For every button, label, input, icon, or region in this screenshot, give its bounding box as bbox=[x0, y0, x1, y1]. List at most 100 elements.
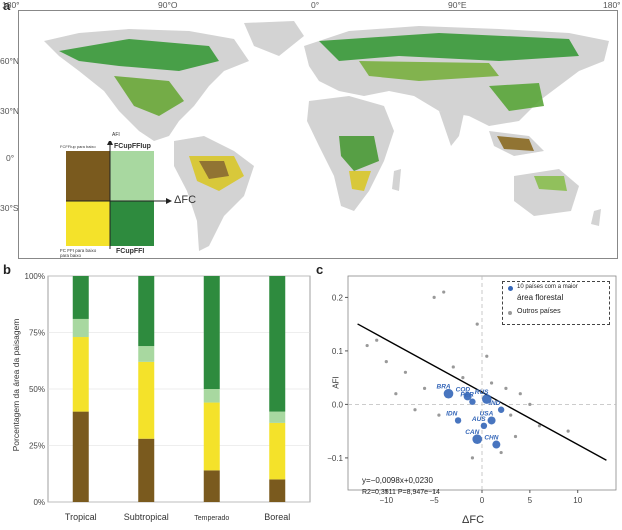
map-canvas bbox=[44, 21, 609, 251]
bar-ytick: 25% bbox=[29, 442, 45, 451]
lon-tick: 180° bbox=[2, 0, 20, 10]
scatter-xtick: 0 bbox=[480, 496, 485, 505]
country-label: AUS bbox=[471, 416, 486, 423]
country-label: RUS bbox=[475, 389, 489, 396]
bar-segment-temperado-0 bbox=[203, 470, 220, 502]
quadrant-brown bbox=[66, 151, 110, 201]
bar-segment-subtropical-2 bbox=[138, 346, 155, 362]
bar-segment-subtropical-3 bbox=[138, 276, 155, 347]
scatter-xlabel: ΔFC bbox=[462, 514, 485, 526]
lon-tick: 90°E bbox=[448, 0, 467, 10]
regression-line bbox=[357, 323, 607, 461]
other-country-point bbox=[509, 413, 513, 417]
country-label: BRA bbox=[437, 384, 451, 391]
lat-tick: 60°N bbox=[0, 56, 19, 66]
legend-y-arrow bbox=[107, 141, 113, 145]
bar-segment-temperado-3 bbox=[203, 276, 220, 389]
lat-tick: 30°N bbox=[0, 106, 19, 116]
siberia-mixed bbox=[359, 61, 499, 81]
na-mixed bbox=[114, 76, 184, 116]
other-country-point bbox=[470, 456, 475, 460]
bar-category-label: Tropical bbox=[65, 512, 97, 522]
country-label: IDN bbox=[446, 410, 458, 417]
legend-other-marker bbox=[508, 311, 512, 315]
other-country-point bbox=[566, 429, 570, 433]
top-country-point bbox=[463, 392, 472, 401]
bar-segment-subtropical-0 bbox=[138, 438, 155, 502]
scatter-xtick: −5 bbox=[430, 496, 440, 505]
bar-segment-tropical-0 bbox=[72, 411, 89, 502]
scatter-ytick: 0.2 bbox=[332, 293, 344, 302]
country-label: CAN bbox=[465, 429, 479, 436]
scatter-xtick: 5 bbox=[528, 496, 533, 505]
other-country-point bbox=[513, 434, 518, 439]
bar-segment-boreal-3 bbox=[269, 276, 286, 412]
top-country-point bbox=[492, 440, 501, 449]
bar-segment-temperado-1 bbox=[203, 402, 220, 471]
other-country-point bbox=[365, 343, 369, 348]
bar-ytick: 0% bbox=[33, 498, 45, 507]
bar-segment-boreal-0 bbox=[269, 479, 286, 502]
other-country-point bbox=[384, 360, 388, 364]
legend-top-label: 10 países com a maior bbox=[517, 284, 578, 290]
forest-change-overlay bbox=[59, 33, 579, 191]
other-country-point bbox=[537, 424, 542, 428]
scatter-chart: −10 −5 0 5 10 −0.1 0.0 0.1 0.2 BRA COD RUS USA IDN IND… bbox=[327, 275, 617, 505]
bar-segment-tropical-2 bbox=[72, 318, 89, 338]
top-country-point bbox=[481, 394, 492, 404]
legend-quadrants bbox=[66, 141, 172, 249]
top-country-point bbox=[472, 434, 483, 444]
bar-ytick: 75% bbox=[29, 329, 45, 338]
other-country-point bbox=[475, 322, 479, 326]
legend-x-label: ΔFC bbox=[174, 194, 197, 206]
bar-category-label: Temperado bbox=[194, 515, 229, 522]
other-country-point bbox=[528, 402, 532, 406]
top-country-point bbox=[469, 398, 476, 405]
other-country-point bbox=[489, 381, 494, 385]
stacked-bar-chart: 0% 25% 50% 75% 100% Tropical Subtropical Temper… bbox=[25, 272, 311, 522]
map-legend: AFI FCFFIup para baixo FCupFFIup ΔFC FC … bbox=[60, 132, 197, 258]
top-country-point bbox=[497, 406, 505, 413]
bar-segment-tropical-1 bbox=[72, 337, 89, 412]
bar-ylabel: Porcentagem da área da paisagem bbox=[11, 318, 21, 452]
other-country-point bbox=[413, 408, 417, 412]
boreal-eu-green bbox=[319, 33, 579, 61]
africa-yellow bbox=[349, 171, 371, 191]
quadrant-dark-green bbox=[110, 201, 154, 246]
legend-y-label: AFI bbox=[112, 132, 120, 138]
fit-equation: y=−0,0098x+0,0230 bbox=[362, 476, 433, 485]
panel-letter-c: c bbox=[316, 262, 324, 277]
bar-category-label: Subtropical bbox=[124, 512, 169, 522]
country-label: CHN bbox=[484, 435, 498, 442]
other-country-point bbox=[437, 413, 441, 417]
country-label: USA bbox=[480, 410, 494, 417]
land-madagascar bbox=[392, 169, 401, 191]
panel-letter-a: a bbox=[3, 0, 11, 13]
scatter-legend: 10 países com a maior área florestal Out… bbox=[502, 281, 610, 325]
top-country-point bbox=[454, 417, 462, 424]
quadrant-yellow bbox=[66, 201, 110, 246]
legend-bottom-right: FCupFFI bbox=[116, 248, 145, 255]
legend-top-marker bbox=[508, 286, 513, 291]
world-map: AFI FCFFIup para baixo FCupFFIup ΔFC FC … bbox=[18, 10, 618, 259]
panel-letter-b: b bbox=[3, 262, 11, 277]
seasia-brown bbox=[497, 136, 534, 151]
bar-segment-temperado-2 bbox=[203, 389, 220, 403]
other-country-point bbox=[504, 386, 508, 390]
other-country-point bbox=[485, 354, 489, 358]
other-country-point bbox=[442, 290, 446, 294]
legend-top-left: FCFFIup para baixo bbox=[60, 144, 96, 149]
scatter-ytick: −0.1 bbox=[327, 454, 343, 463]
bar-segment-tropical-3 bbox=[72, 276, 89, 319]
lon-tick: 180° bbox=[603, 0, 621, 10]
fit-stats: R2=0,3511 P=8,947e−14 bbox=[362, 489, 440, 496]
top-country-point bbox=[443, 388, 454, 399]
other-country-point bbox=[375, 338, 379, 342]
legend-other-label: Outros países bbox=[517, 308, 561, 315]
other-country-point bbox=[394, 392, 398, 396]
lat-tick: 0° bbox=[6, 153, 15, 163]
scatter-xtick: −10 bbox=[379, 496, 393, 505]
legend-x-arrow bbox=[166, 198, 172, 204]
top-country-point bbox=[487, 416, 496, 425]
bar-segment-boreal-1 bbox=[269, 422, 286, 480]
